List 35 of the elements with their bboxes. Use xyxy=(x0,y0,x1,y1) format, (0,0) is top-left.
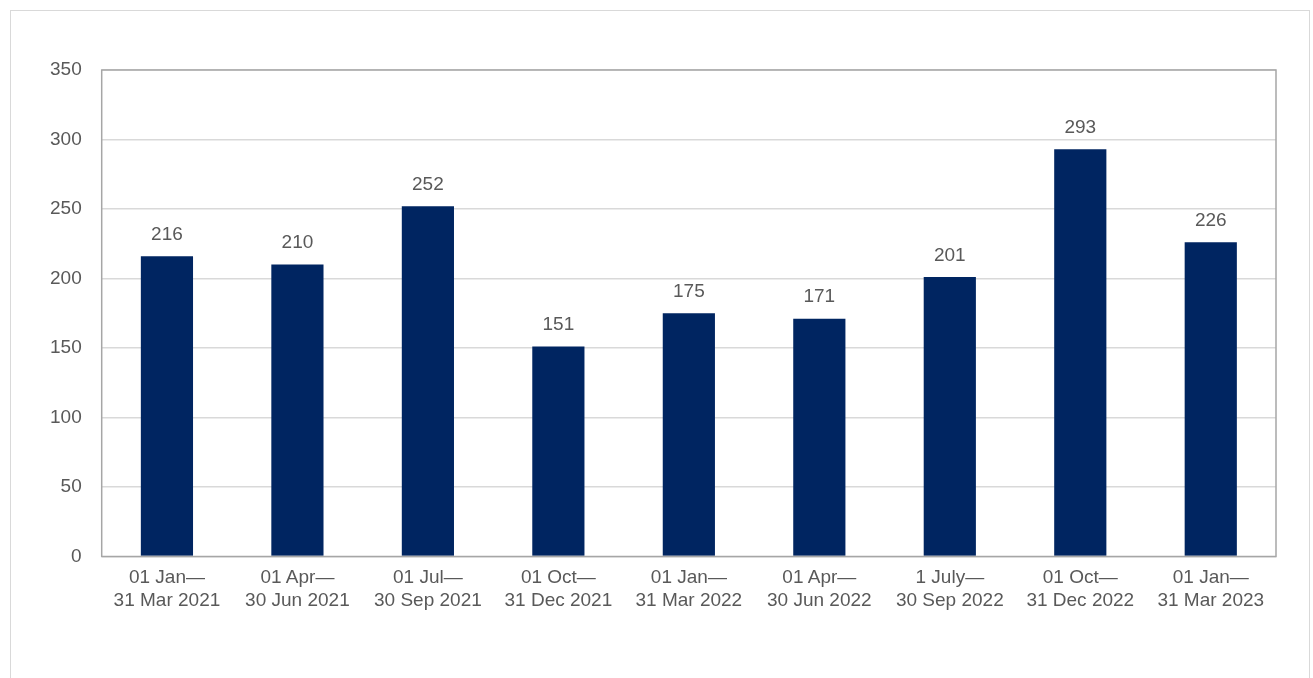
y-tick-label: 0 xyxy=(71,544,82,566)
bar xyxy=(271,264,324,556)
y-tick-label: 50 xyxy=(60,475,82,497)
x-tick-label: 01 Apr— 30 Jun 2021 xyxy=(245,566,350,610)
bar xyxy=(923,277,976,556)
data-label: 216 xyxy=(151,222,183,244)
y-tick-label: 350 xyxy=(50,58,82,80)
bar xyxy=(532,346,585,556)
data-label: 252 xyxy=(412,172,444,194)
x-tick-label: 01 Jan— 31 Mar 2023 xyxy=(1157,566,1265,610)
bar xyxy=(662,313,715,556)
y-tick-label: 300 xyxy=(50,127,82,149)
data-label: 293 xyxy=(1064,115,1097,137)
y-tick-label: 100 xyxy=(50,405,82,427)
x-tick-label: 01 Oct— 31 Dec 2022 xyxy=(1026,566,1135,610)
y-tick-label: 200 xyxy=(50,266,82,288)
x-tick-label: 01 Apr— 30 Jun 2022 xyxy=(767,566,872,610)
x-tick-label: 01 Jan— 31 Mar 2022 xyxy=(635,566,743,610)
y-tick-label: 150 xyxy=(50,336,82,358)
x-tick-label: 01 Oct— 31 Dec 2021 xyxy=(504,566,613,610)
y-tick-label: 250 xyxy=(50,197,82,219)
data-label: 201 xyxy=(933,243,966,265)
data-label: 175 xyxy=(673,279,705,301)
data-label: 226 xyxy=(1194,209,1227,231)
data-label: 151 xyxy=(542,313,575,335)
x-tick-label: 01 Jul— 30 Sep 2021 xyxy=(374,566,482,610)
data-label: 210 xyxy=(281,231,314,253)
bar xyxy=(401,206,454,556)
bar xyxy=(140,256,194,556)
x-tick-label: 1 July— 30 Sep 2022 xyxy=(895,566,1004,610)
bar xyxy=(793,318,846,556)
bar xyxy=(1054,149,1107,556)
x-tick-label: 01 Jan— 31 Mar 2021 xyxy=(113,566,221,610)
bar xyxy=(1184,242,1237,556)
data-label: 171 xyxy=(803,285,836,307)
